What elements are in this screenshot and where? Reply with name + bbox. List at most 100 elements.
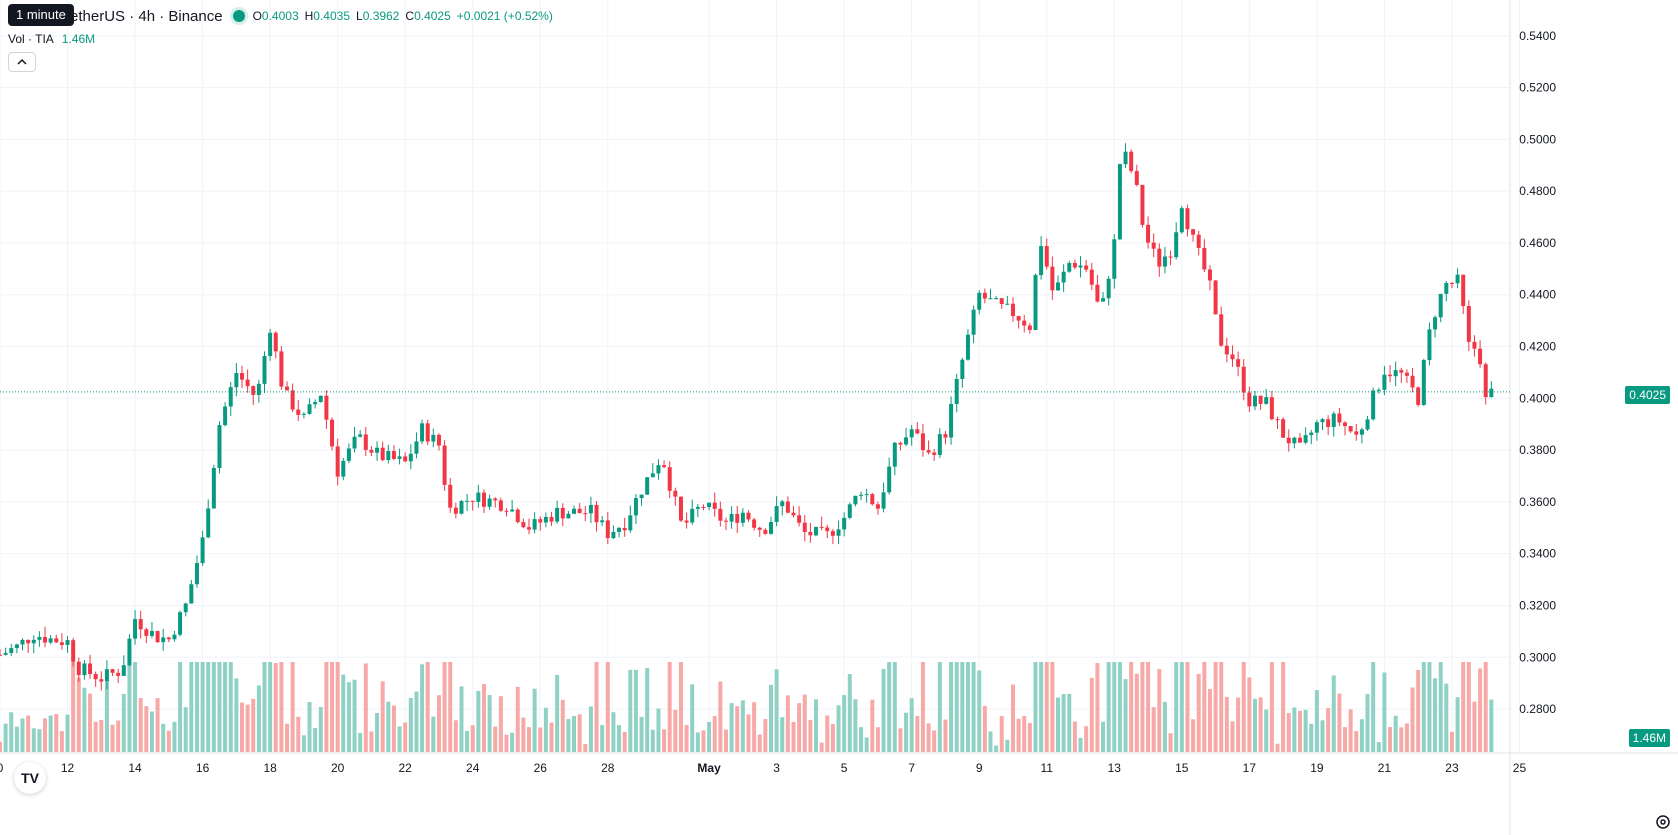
candle-body xyxy=(1478,348,1483,365)
candle-body xyxy=(521,522,526,528)
candle-body xyxy=(318,395,323,402)
candle-body xyxy=(757,527,762,530)
volume-bar xyxy=(1196,673,1201,752)
volume-bar xyxy=(296,716,301,752)
volume-bar xyxy=(380,681,385,752)
candle-body xyxy=(994,298,999,300)
volume-bar xyxy=(391,705,396,752)
candle-body xyxy=(194,563,199,585)
volume-bar xyxy=(1084,726,1089,752)
price-tick-label: 0.3200 xyxy=(1519,598,1556,612)
candle-body xyxy=(662,465,667,468)
volume-bar xyxy=(290,662,295,752)
volume-bar xyxy=(324,662,329,752)
volume-bar xyxy=(31,728,36,752)
candle-body xyxy=(324,395,329,420)
volume-bar xyxy=(718,681,723,752)
volume-bar xyxy=(898,728,903,752)
volume-bar xyxy=(1286,713,1291,752)
candle-body xyxy=(155,631,160,643)
symbol-legend: etherUS · 4h · Binance O0.4003 H0.4035 L… xyxy=(8,6,553,26)
candle-body xyxy=(920,433,925,451)
volume-bar xyxy=(729,703,734,752)
candle-body xyxy=(1050,266,1055,291)
volume-bar xyxy=(746,714,751,752)
volume-bar xyxy=(1247,677,1252,752)
volume-bar xyxy=(532,688,537,752)
time-axis[interactable]: 0 12 14 16 18 20 22 24 26 28 May 3 5 7 9 11 13 15 17 19 21 23… xyxy=(0,761,1526,775)
candle-body xyxy=(560,507,565,519)
volume-bar xyxy=(791,721,796,752)
volume-bar xyxy=(301,735,306,752)
volume-bar xyxy=(712,716,717,752)
price-tick-label: 0.3800 xyxy=(1519,443,1556,457)
volume-bar xyxy=(1179,662,1184,752)
volume-bar xyxy=(279,662,284,752)
tradingview-logo-icon[interactable]: TV xyxy=(14,762,46,794)
volume-bar xyxy=(510,732,515,752)
candle-body xyxy=(234,373,239,388)
volume-bar xyxy=(1309,723,1314,752)
time-tick-label: 26 xyxy=(534,761,548,775)
price-axis[interactable]: 0.5400 0.5200 0.5000 0.4800 0.4600 0.4400 0.42… xyxy=(1519,29,1556,716)
volume-bar xyxy=(842,695,847,752)
candle-body xyxy=(1275,419,1280,421)
candle-body xyxy=(1146,224,1151,243)
candle-body xyxy=(1416,387,1421,405)
volume-bar xyxy=(1162,701,1167,752)
volume-bar xyxy=(1101,721,1106,752)
settings-gear-icon[interactable] xyxy=(1654,813,1672,831)
volume-bar xyxy=(667,662,672,752)
candle-body xyxy=(695,506,700,509)
volume-bar xyxy=(949,662,954,752)
time-tick-label: 15 xyxy=(1175,761,1189,775)
time-tick-label: 14 xyxy=(128,761,142,775)
candle-body xyxy=(864,494,869,496)
symbol-title[interactable]: etherUS · 4h · Binance xyxy=(70,7,223,25)
volume-bar xyxy=(251,698,256,752)
volume-bar xyxy=(915,716,920,752)
candle-body xyxy=(127,638,132,666)
candle-body xyxy=(1089,269,1094,285)
volume-bar xyxy=(487,694,492,752)
candle-body xyxy=(3,652,8,655)
candle-body xyxy=(380,447,385,461)
volume-label[interactable]: Vol · TIA xyxy=(8,32,54,46)
candle-body xyxy=(859,494,864,496)
high-value: 0.4035 xyxy=(313,9,350,23)
candle-body xyxy=(1292,437,1297,444)
candle-body xyxy=(279,351,284,387)
volume-bar xyxy=(1399,727,1404,752)
candle-body xyxy=(1224,345,1229,355)
volume-bar xyxy=(1151,707,1156,752)
volume-bar xyxy=(1219,662,1224,752)
candle-body xyxy=(1421,360,1426,405)
candle-body xyxy=(43,636,48,643)
volume-bar xyxy=(887,662,892,752)
candle-body xyxy=(740,512,745,523)
volume-bar xyxy=(1489,699,1494,752)
candle-body xyxy=(1438,293,1443,318)
candle-body xyxy=(1489,388,1494,398)
volume-bar xyxy=(1404,723,1409,752)
volume-bar xyxy=(740,700,745,752)
last-volume-label: 1.46M xyxy=(1628,729,1670,747)
candle-body xyxy=(245,379,250,387)
volume-bar xyxy=(465,730,470,752)
volume-bar xyxy=(1174,662,1179,752)
volume-bar xyxy=(723,729,728,752)
volume-bar xyxy=(1258,697,1263,752)
candle-body xyxy=(330,419,335,447)
candle-body xyxy=(183,603,188,613)
candle-body xyxy=(1404,372,1409,376)
candle-body xyxy=(797,515,802,523)
volume-bar xyxy=(1191,719,1196,752)
price-tick-label: 0.4400 xyxy=(1519,288,1556,302)
collapse-legend-button[interactable] xyxy=(8,52,36,72)
candle-body xyxy=(116,672,121,676)
volume-bar xyxy=(977,670,982,752)
volume-bar xyxy=(346,682,351,752)
candle-body xyxy=(487,498,492,507)
ohlc-values: O0.4003 H0.4035 L0.3962 C0.4025 +0.0021 … xyxy=(253,9,553,23)
